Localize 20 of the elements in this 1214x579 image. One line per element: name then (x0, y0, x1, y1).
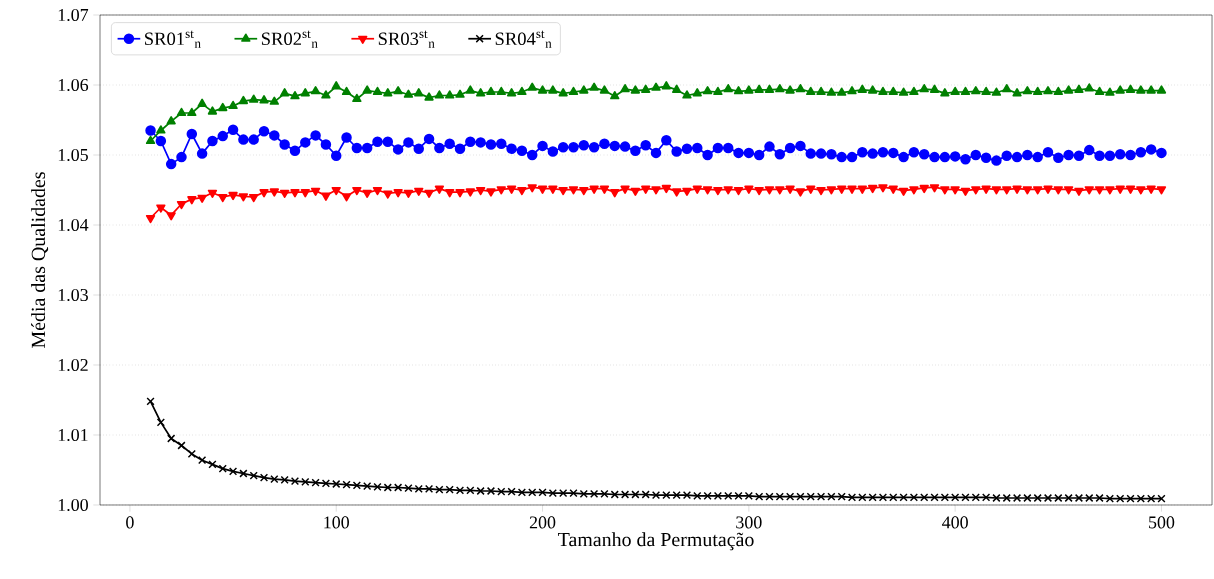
legend-label: SR02$^{st}$n (261, 30, 318, 48)
y-tick-label: 1.07 (58, 8, 89, 22)
y-tick-label: 1.03 (58, 288, 88, 302)
x-tick-label: 100 (324, 516, 349, 529)
legend-label: SR04$^{st}$n (495, 30, 552, 48)
x-tick-label: 0 (126, 516, 134, 529)
y-tick-label: 1.06 (58, 78, 89, 92)
y-tick-label: 1.01 (58, 428, 88, 442)
x-tick-label: 300 (736, 516, 762, 529)
x-axis-title: Tamanho da Permutação (558, 532, 754, 551)
x-tick-label: 400 (942, 516, 968, 529)
y-tick-label: 1.05 (58, 148, 88, 162)
y-tick-label: 1.00 (58, 498, 88, 512)
x-tick-label: 500 (1149, 516, 1175, 529)
x-tick-label: 200 (529, 516, 556, 529)
legend-label: SR03$^{st}$n (378, 30, 435, 48)
y-axis-title: Média das Qualidades (31, 172, 49, 348)
y-tick-label: 1.04 (58, 218, 89, 232)
y-tick-label: 1.02 (58, 358, 88, 372)
legend-label: SR01$^{st}$n (145, 30, 201, 48)
